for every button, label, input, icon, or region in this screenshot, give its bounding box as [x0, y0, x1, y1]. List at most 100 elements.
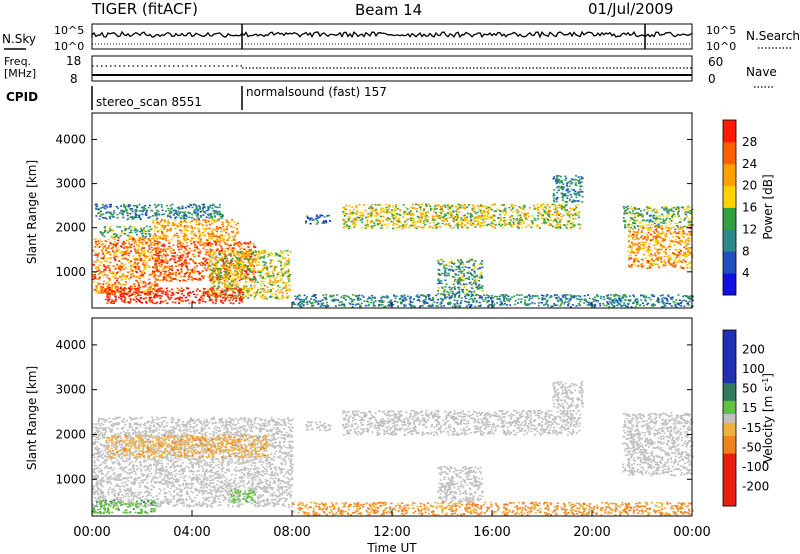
echo-cell — [135, 214, 137, 217]
echo-cell — [509, 215, 512, 218]
echo-cell — [235, 256, 238, 259]
echo-cell — [207, 253, 210, 255]
echo-cell — [403, 210, 406, 213]
echo-cell — [561, 294, 564, 297]
echo-cell — [457, 207, 460, 210]
echo-cell — [213, 212, 216, 215]
echo-cell — [402, 226, 405, 229]
echo-cell — [293, 303, 296, 306]
echo-cell — [287, 261, 290, 263]
echo-cell — [114, 274, 117, 276]
echo-cell — [161, 287, 163, 290]
echo-cell — [473, 210, 476, 213]
echo-cell — [108, 244, 111, 247]
echo-cell — [456, 214, 459, 217]
echo-cell — [244, 265, 247, 268]
echo-cell — [624, 304, 626, 306]
echo-cell — [243, 288, 246, 290]
echo-cell — [444, 214, 447, 217]
echo-cell — [569, 306, 572, 308]
echo-cell — [269, 283, 272, 285]
echo-cell — [231, 287, 234, 290]
echo-cell — [177, 211, 180, 213]
echo-cell — [624, 294, 627, 296]
echo-cell — [202, 233, 205, 235]
echo-cell — [435, 305, 438, 307]
echo-cell — [210, 245, 213, 247]
echo-cell — [175, 297, 178, 300]
echo-cell — [537, 211, 540, 214]
echo-cell — [147, 294, 150, 297]
echo-cell — [216, 206, 219, 209]
echo-cell — [111, 287, 113, 290]
echo-cell — [105, 212, 108, 214]
echo-cell — [248, 262, 251, 264]
echo-cell — [232, 265, 235, 267]
echo-cell — [129, 284, 132, 287]
echo-cell — [103, 231, 106, 233]
echo-cell — [219, 268, 222, 270]
echo-cell — [453, 276, 456, 278]
echo-cell — [485, 224, 488, 227]
echo-cell — [131, 269, 134, 272]
echo-cell — [450, 261, 453, 264]
echo-cell — [157, 288, 160, 290]
echo-cell — [111, 215, 114, 218]
echo-cell — [109, 302, 112, 304]
echo-cell — [262, 268, 265, 270]
echo-cell — [427, 216, 430, 219]
echo-cell — [538, 227, 541, 229]
echo-cell — [468, 222, 471, 225]
echo-cell — [551, 305, 554, 307]
echo-cell — [531, 215, 534, 217]
echo-cell — [189, 226, 192, 228]
echo-cell — [474, 216, 477, 218]
echo-cell — [210, 230, 213, 233]
echo-cell — [443, 213, 446, 216]
echo-cell — [192, 301, 195, 304]
echo-cell — [222, 265, 225, 267]
echo-cell — [188, 295, 191, 297]
echo-cell — [100, 243, 103, 246]
echo-cell — [246, 268, 249, 270]
echo-cell — [211, 216, 213, 219]
echo-cell — [208, 223, 211, 226]
echo-cell — [564, 297, 567, 300]
echo-cell — [559, 205, 562, 208]
echo-cell — [186, 250, 189, 252]
echo-cell — [544, 221, 547, 224]
echo-cell — [449, 290, 452, 293]
echo-cell — [556, 210, 559, 212]
echo-cell — [355, 213, 358, 215]
echo-cell — [109, 217, 112, 220]
echo-cell — [345, 212, 348, 215]
echo-cell — [514, 204, 517, 207]
echo-cell — [556, 213, 559, 216]
echo-cell — [148, 230, 151, 232]
echo-cell — [237, 297, 240, 300]
echo-cell — [445, 283, 448, 286]
echo-cell — [568, 220, 571, 222]
echo-cell — [247, 260, 250, 262]
echo-cell — [117, 290, 120, 293]
echo-cell — [129, 268, 132, 270]
echo-cell — [208, 213, 211, 216]
echo-cell — [200, 250, 202, 253]
echo-cell — [355, 205, 358, 207]
echo-cell — [135, 298, 138, 300]
echo-cell — [251, 287, 254, 290]
echo-cell — [153, 225, 156, 227]
echo-cell — [466, 226, 469, 229]
echo-cell — [213, 272, 216, 274]
echo-cell — [163, 276, 166, 278]
echo-cell — [443, 215, 446, 217]
echo-cell — [103, 256, 106, 258]
echo-cell — [545, 217, 548, 220]
echo-cell — [609, 297, 612, 299]
echo-cell — [393, 207, 396, 209]
echo-cell — [442, 205, 445, 207]
echo-cell — [354, 212, 357, 215]
echo-cell — [202, 292, 205, 294]
echo-cell — [644, 300, 647, 302]
cpid-segment-1: stereo_scan 8551 — [96, 95, 202, 109]
